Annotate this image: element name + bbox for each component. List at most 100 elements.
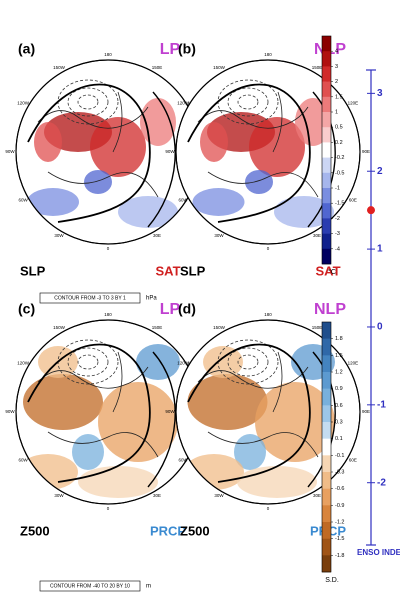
longitude-label: 180: [264, 312, 272, 317]
shade-blob: [184, 454, 244, 490]
longitude-label: 90E: [362, 149, 370, 154]
longitude-label: 150E: [152, 325, 163, 330]
longitude-label: 30E: [153, 233, 161, 238]
contour-zero: [27, 343, 151, 483]
colorbar-bin: [322, 233, 331, 250]
longitude-label: 30E: [313, 493, 321, 498]
colorbar-bin: [322, 96, 331, 113]
longitude-label: 150E: [312, 325, 323, 330]
colorbar-tick-label: -2: [335, 216, 340, 222]
colorbar-bin: [322, 322, 331, 339]
shade-blob: [90, 117, 146, 177]
colorbar-bin: [322, 157, 331, 174]
colorbar: 1.8 1.5 1.2 0.9 0.6 0.3 0.1 -0.1 -0.3 -0.6 -0.9 -1.…: [39, 321, 344, 592]
method-label: LP: [160, 301, 181, 318]
contour-positive: [147, 91, 176, 228]
panel-label: (d): [178, 301, 196, 317]
colorbar-tick-label: -0.6: [335, 486, 344, 492]
longitude-label: 120E: [348, 101, 359, 106]
map-edge: [175, 319, 361, 505]
contour-negative: [77, 354, 99, 370]
colorbar-tick-label: 0.3: [335, 419, 343, 425]
colorbar-tick-label: 1.8: [335, 336, 343, 342]
longitude-label: 90W: [5, 409, 15, 414]
longitude-label: 30E: [153, 493, 161, 498]
colorbar-tick-label: -1: [335, 185, 340, 191]
colorbar-tick-label: 1.5: [335, 94, 343, 100]
colorbar-unit: S.D.: [325, 577, 339, 584]
colorbar-bin: [322, 555, 331, 573]
colorbar-bin: [322, 338, 331, 356]
enso-marker: [367, 206, 375, 215]
shade-variable: SAT: [315, 263, 340, 278]
longitude-label: 0: [107, 506, 110, 511]
colorbar-tick-label: 0.1: [335, 436, 343, 442]
colorbar-bin: [322, 438, 331, 456]
colorbar-bin: [322, 36, 331, 52]
longitude-label: 120E: [348, 361, 359, 366]
coastline: [197, 91, 319, 198]
contour-zero: [187, 83, 311, 223]
shade-blob: [245, 170, 273, 194]
longitude-label: 150W: [53, 325, 66, 330]
shade-blob: [72, 434, 104, 470]
longitude-label: 60W: [178, 198, 188, 203]
shade-blob: [187, 374, 268, 430]
contour-zero: [187, 343, 311, 483]
longitude-label: 90W: [5, 149, 15, 154]
contour-unit: hPa: [146, 296, 157, 302]
shade-blob: [34, 122, 62, 162]
shade-variable: SAT: [155, 263, 180, 278]
colorbar-tick-label: 4: [335, 49, 338, 55]
colorbar-tick-label: -4: [335, 246, 340, 252]
shade-blob: [237, 466, 317, 498]
longitude-label: 150W: [53, 65, 66, 70]
colorbar-tick-label: -0.5: [335, 170, 344, 176]
longitude-label: 0: [267, 246, 270, 251]
contour-unit: m: [146, 584, 151, 590]
colorbar-frame: [321, 321, 332, 573]
enso-tick-label: -2: [377, 477, 386, 488]
colorbar-tick-label: 1.5: [335, 353, 343, 359]
enso-tick-label: 0: [377, 322, 383, 333]
colorbar-bin: [322, 472, 331, 489]
colorbar-bin: [322, 522, 331, 539]
colorbar-bin: [322, 405, 331, 423]
longitude-label: 90W: [165, 149, 175, 154]
shade-blob: [234, 434, 266, 470]
contour-negative: [227, 347, 269, 377]
contour-negative: [77, 94, 99, 110]
longitude-label: 60W: [18, 458, 28, 463]
colorbar-bin: [322, 142, 331, 158]
contour-variable: SLP: [20, 263, 46, 278]
longitude-label: 120W: [177, 101, 190, 106]
colorbar-tick-label: 3: [335, 64, 338, 70]
shading: [18, 339, 180, 498]
contour-negative: [227, 87, 269, 117]
colorbar-tick-label: -1.2: [335, 519, 344, 525]
colorbar-bin: [322, 66, 331, 82]
colorbar-tick-label: 1: [335, 109, 338, 115]
colorbar: 4 3 2 1.5 1 0.5 0.2 -0.2 -0.5 -1 -1.5 -2 -3 -4 °C CONTO…: [39, 35, 344, 304]
panel-label: (b): [178, 41, 196, 57]
colorbar-bin: [322, 172, 331, 189]
longitude-label: 60E: [349, 458, 357, 463]
colorbar-tick-label: -1.5: [335, 536, 344, 542]
colorbar-frame: [321, 35, 332, 265]
longitude-label: 30W: [214, 493, 224, 498]
colorbar-tick-label: -3: [335, 231, 340, 237]
contour-variable: Z500: [20, 523, 50, 538]
colorbar-bin: [322, 248, 331, 265]
shade-blob: [203, 346, 243, 378]
longitude-label: 60E: [349, 198, 357, 203]
longitude-label: 0: [107, 246, 110, 251]
colorbar-bin: [322, 488, 331, 506]
shade-blob: [84, 170, 112, 194]
shade-blob: [255, 382, 335, 462]
coastline: [37, 91, 159, 198]
colorbar-tick-label: 0.5: [335, 125, 343, 131]
longitude-label: 150E: [312, 65, 323, 70]
contour-positive: [147, 351, 176, 488]
shade-blob: [200, 122, 228, 162]
